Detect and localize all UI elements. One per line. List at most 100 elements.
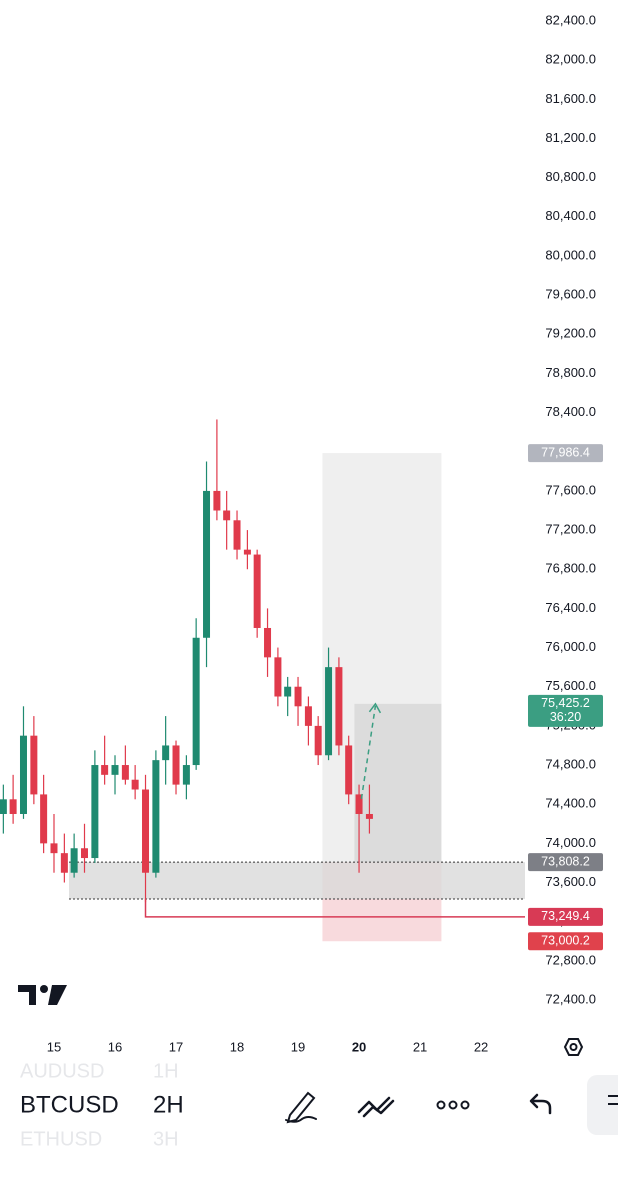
symbol-selected[interactable]: BTCUSD	[20, 1091, 119, 1118]
y-tick-label: 79,200.0	[545, 326, 596, 341]
side-button[interactable]	[587, 1075, 618, 1135]
y-tick-label: 72,800.0	[545, 952, 596, 967]
y-tick-label: 77,600.0	[545, 482, 596, 497]
x-tick-label: 18	[230, 1039, 244, 1054]
price-label: 73,249.4	[541, 909, 590, 923]
arrow-head	[368, 702, 382, 714]
candle-body	[284, 686, 292, 697]
x-tick-label: 21	[413, 1039, 427, 1054]
candle-body	[40, 794, 48, 844]
y-tick-label: 80,000.0	[545, 247, 596, 262]
logo-part	[40, 985, 48, 993]
y-tick-label: 76,000.0	[545, 639, 596, 654]
dot	[460, 1100, 470, 1110]
support-zone	[69, 862, 525, 899]
y-tick-label: 76,800.0	[545, 561, 596, 576]
candle-body	[172, 745, 180, 785]
settings-button[interactable]	[563, 1038, 584, 1056]
candle-body	[50, 843, 58, 854]
candle-body	[9, 799, 17, 814]
y-tick-label: 80,400.0	[545, 208, 596, 223]
candle-body	[335, 667, 343, 746]
bottom-toolbar: AUDUSD BTCUSD ETHUSD 1H 2H 3H	[20, 1060, 618, 1150]
drawing-tool-button[interactable]	[285, 1091, 317, 1124]
candle-body	[264, 627, 272, 658]
candle-body	[121, 765, 129, 780]
chart: 72,400.072,800.073,200.073,600.074,000.0…	[0, 12, 603, 1054]
y-tick-label: 79,600.0	[545, 287, 596, 302]
settings-icon	[563, 1038, 584, 1056]
stop-line	[144, 898, 525, 918]
line-icon	[362, 1099, 395, 1118]
tradingview-logo[interactable]	[18, 985, 67, 1005]
pen-icon	[285, 1116, 317, 1123]
y-tick-label: 78,400.0	[545, 404, 596, 419]
candle-body	[213, 490, 221, 511]
price-label-box	[528, 932, 603, 951]
interval-option[interactable]: 3H	[153, 1128, 179, 1150]
y-tick-label: 81,200.0	[545, 130, 596, 145]
price-label: 75,425.2	[541, 696, 590, 710]
candle-body	[111, 765, 119, 775]
dot	[448, 1100, 458, 1110]
undo-button[interactable]	[529, 1093, 552, 1115]
y-tick-label: 82,400.0	[545, 12, 596, 27]
x-tick-label: 15	[47, 1039, 61, 1054]
logo-part	[18, 985, 36, 1005]
settings-icon	[569, 1043, 578, 1051]
symbol-option[interactable]: ETHUSD	[20, 1128, 102, 1150]
candle-body	[192, 637, 200, 766]
undo-icon	[529, 1093, 539, 1109]
candle-body	[365, 813, 373, 819]
candle-body	[274, 657, 282, 697]
x-tick-label: 16	[108, 1039, 122, 1054]
logo-part	[48, 985, 67, 1005]
candle-body	[345, 745, 353, 795]
y-tick-label: 82,000.0	[545, 52, 596, 67]
candle-body	[131, 779, 139, 790]
candle-body	[314, 725, 322, 756]
candle-body	[70, 848, 78, 873]
price-label-box	[528, 853, 603, 872]
candle-body	[294, 686, 302, 707]
progress-zone	[354, 703, 442, 863]
undo-icon	[530, 1099, 552, 1115]
x-tick-label: 20	[352, 1039, 366, 1054]
candle-body	[19, 735, 27, 814]
y-tick-label: 78,800.0	[545, 365, 596, 380]
y-tick-label: 76,400.0	[545, 600, 596, 615]
candle-body	[152, 760, 160, 873]
y-tick-label: 77,200.0	[545, 522, 596, 537]
candle-body	[223, 510, 231, 521]
candle-body	[203, 490, 211, 638]
line-tool-button[interactable]	[357, 1096, 395, 1118]
candle-body	[91, 765, 99, 859]
candle-body	[325, 667, 333, 756]
y-tick-label: 81,600.0	[545, 91, 596, 106]
price-label: 73,808.2	[541, 854, 590, 868]
more-button[interactable]	[436, 1100, 470, 1110]
y-tick-label: 74,800.0	[545, 756, 596, 771]
countdown: 36:20	[550, 710, 581, 724]
candle-body	[101, 765, 109, 775]
interval-selected[interactable]: 2H	[153, 1091, 184, 1118]
candle-body	[253, 554, 261, 628]
candle-body	[355, 794, 363, 814]
y-tick-label: 74,000.0	[545, 835, 596, 850]
y-tick-label: 80,800.0	[545, 169, 596, 184]
price-label: 77,986.4	[541, 445, 590, 459]
projection-arrow	[360, 705, 377, 799]
price-label-box	[528, 444, 603, 463]
y-tick-label: 75,600.0	[545, 678, 596, 693]
candle-body	[0, 799, 7, 814]
candle-body	[142, 789, 150, 873]
candle-body	[60, 853, 68, 873]
symbol-option[interactable]: AUDUSD	[20, 1060, 104, 1082]
candle-body	[182, 765, 190, 785]
candle-body	[304, 706, 312, 726]
candle-body	[233, 520, 241, 550]
interval-option[interactable]: 1H	[153, 1060, 179, 1082]
x-tick-label: 22	[474, 1039, 488, 1054]
